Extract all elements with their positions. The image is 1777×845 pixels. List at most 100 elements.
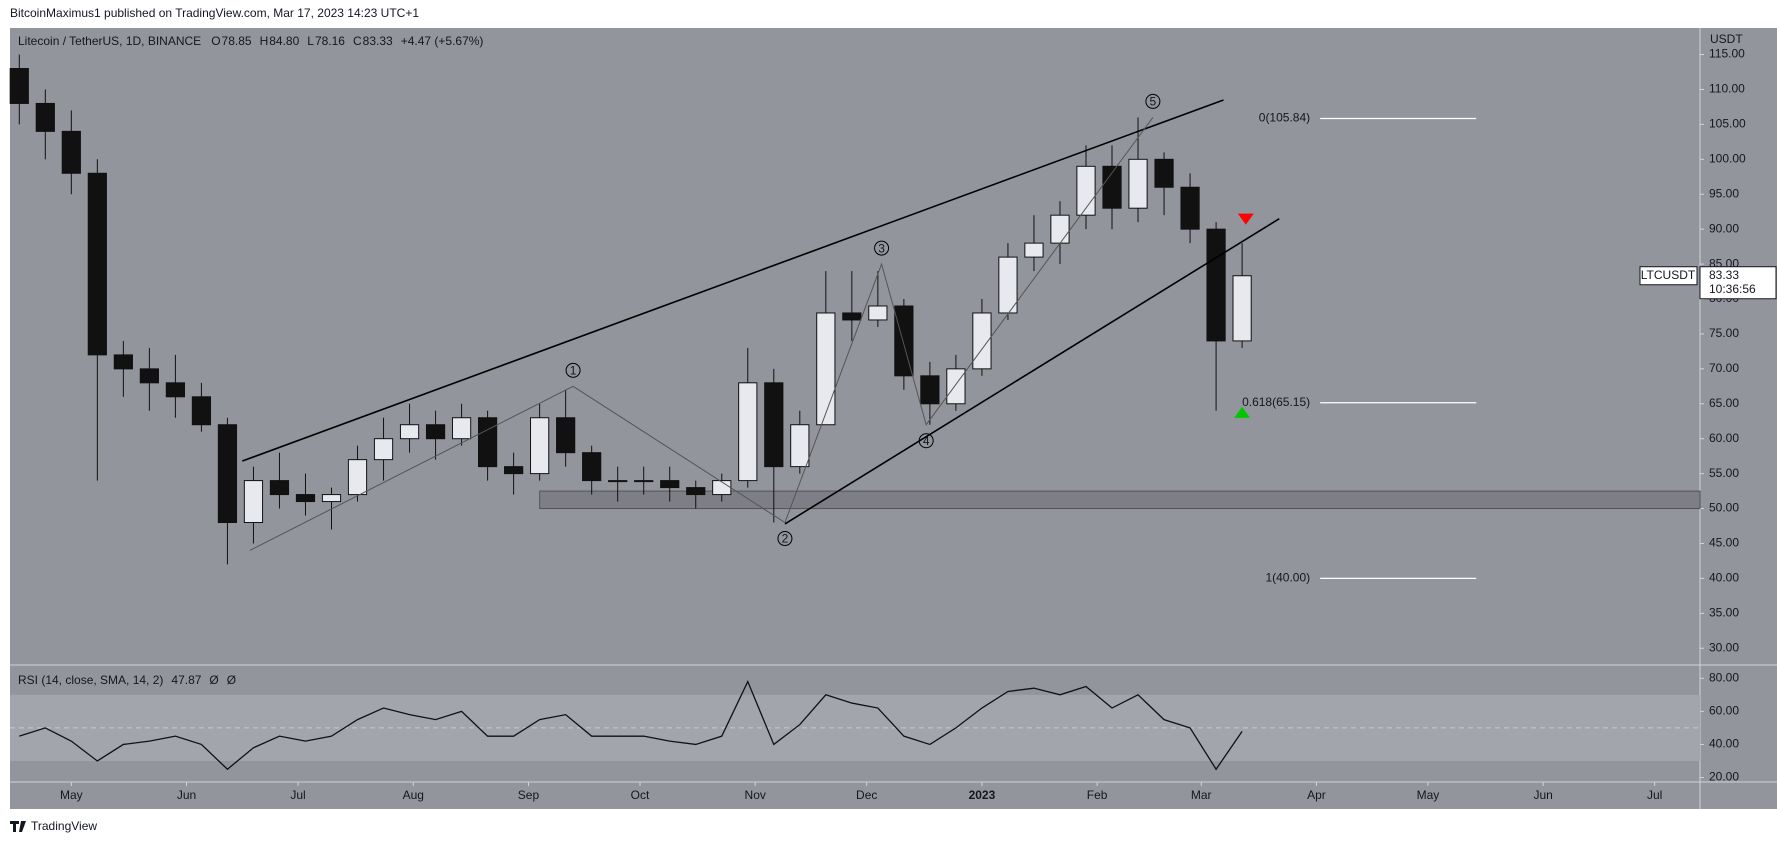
candle-body — [998, 256, 1018, 314]
trendline — [784, 218, 1280, 525]
candle-body — [634, 480, 654, 483]
y-tick-label: 45.00 — [1709, 536, 1739, 550]
ohlc-label: O — [211, 34, 220, 48]
candle-body — [295, 494, 316, 503]
candle-body — [582, 452, 602, 482]
candle-body — [1232, 275, 1252, 342]
brand: TradingView — [10, 819, 97, 833]
wave-label: 5 — [1150, 95, 1157, 109]
candle-body — [530, 417, 550, 475]
candle-body — [1050, 214, 1070, 244]
candle-body — [269, 480, 290, 496]
ohlc-label: C — [353, 34, 362, 48]
y-tick-label: 50.00 — [1709, 501, 1739, 515]
candle-body — [504, 466, 524, 475]
candle-body — [738, 382, 758, 482]
y-tick-label: 60.00 — [1709, 704, 1739, 718]
y-tick-label: 55.00 — [1709, 466, 1739, 480]
y-tick-label: 65.00 — [1709, 396, 1739, 410]
fib-label: 0.618(65.15) — [1242, 395, 1310, 409]
candle-body — [191, 396, 212, 426]
fib-label: 0(105.84) — [1259, 111, 1310, 125]
price-tag-name: LTCUSDT — [1641, 268, 1696, 282]
y-tick-label: 75.00 — [1709, 326, 1739, 340]
x-tick-label: Jul — [290, 788, 305, 802]
trendline — [242, 99, 1224, 462]
x-tick-label: 2023 — [969, 788, 996, 802]
y-tick-label: 40.00 — [1709, 737, 1739, 751]
wave-badge — [777, 531, 793, 547]
candle-body — [816, 312, 836, 426]
candle-body — [1076, 165, 1096, 216]
candle-body — [790, 424, 810, 468]
y-tick-label: 80.00 — [1709, 670, 1739, 684]
x-tick-label: Aug — [403, 788, 424, 802]
rsi-extra: Ø — [227, 673, 236, 687]
candle-body — [1024, 242, 1044, 258]
y-tick-label: 90.00 — [1709, 221, 1739, 235]
candle-body — [842, 312, 862, 321]
brand-logo — [10, 821, 26, 832]
ohlc-value: 84.80 — [269, 34, 299, 48]
y-tick-label: 70.00 — [1709, 361, 1739, 375]
fib-label: 1(40.00) — [1265, 571, 1310, 585]
candle-body — [165, 382, 186, 398]
price-tag-name-box — [1639, 266, 1698, 286]
candle-body — [347, 459, 368, 496]
candle-body — [920, 375, 940, 405]
y-tick-label: 20.00 — [1709, 770, 1739, 784]
wave-path — [249, 117, 1154, 551]
wave-badge — [874, 240, 890, 256]
signal-marker — [1237, 213, 1254, 225]
x-tick-label: Feb — [1087, 788, 1108, 802]
axis-unit: USDT — [1710, 32, 1743, 46]
ohlc-value: 83.33 — [363, 34, 393, 48]
x-tick-label: Dec — [856, 788, 877, 802]
x-tick-label: Nov — [745, 788, 766, 802]
candle-body — [113, 354, 133, 370]
published-line: BitcoinMaximus1 published on TradingView… — [10, 6, 419, 20]
ohlc-label: L — [307, 34, 314, 48]
wave-label: 4 — [923, 434, 930, 448]
candle-body — [139, 368, 159, 384]
candle-body — [321, 494, 342, 503]
x-tick-label: Jul — [1647, 788, 1662, 802]
y-tick-label: 30.00 — [1709, 640, 1739, 654]
candle-body — [1206, 228, 1226, 342]
y-tick-label: 105.00 — [1709, 117, 1746, 131]
ohlc-label: H — [260, 34, 269, 48]
y-tick-label: 115.00 — [1709, 47, 1745, 61]
chart-frame — [10, 28, 1777, 809]
candle-body — [556, 417, 576, 454]
candle-body — [946, 368, 966, 405]
x-tick-label: May — [1417, 788, 1440, 802]
rsi-line — [19, 679, 1243, 771]
candle-body — [1154, 158, 1174, 188]
candle-body — [243, 480, 264, 524]
candle-body — [451, 417, 472, 440]
wave-label: 2 — [782, 532, 789, 546]
wave-badge — [918, 433, 934, 449]
candle-body — [61, 130, 81, 174]
wave-badge — [565, 362, 581, 378]
candle-body — [894, 305, 914, 377]
symbol-legend: Litecoin / TetherUS, 1D, BINANCE O 78.85 H… — [18, 34, 483, 48]
wave-label: 3 — [878, 241, 885, 255]
wave-badge — [1145, 93, 1161, 109]
wave-label: 1 — [570, 363, 577, 377]
y-tick-label: 40.00 — [1709, 571, 1739, 585]
rsi-title: RSI (14, close, SMA, 14, 2) — [18, 673, 163, 687]
y-tick-label: 110.00 — [1709, 82, 1745, 96]
rsi-extra: Ø — [209, 673, 218, 687]
x-tick-label: Apr — [1307, 788, 1326, 802]
candle-body — [686, 487, 706, 496]
x-tick-label: Sep — [518, 788, 540, 802]
candle-body — [425, 424, 446, 440]
x-tick-label: Jun — [177, 788, 196, 802]
candle-body — [1102, 165, 1122, 209]
x-tick-label: Mar — [1191, 788, 1212, 802]
candle-body — [9, 68, 29, 104]
x-tick-label: May — [60, 788, 83, 802]
y-tick-label: 95.00 — [1709, 186, 1739, 200]
